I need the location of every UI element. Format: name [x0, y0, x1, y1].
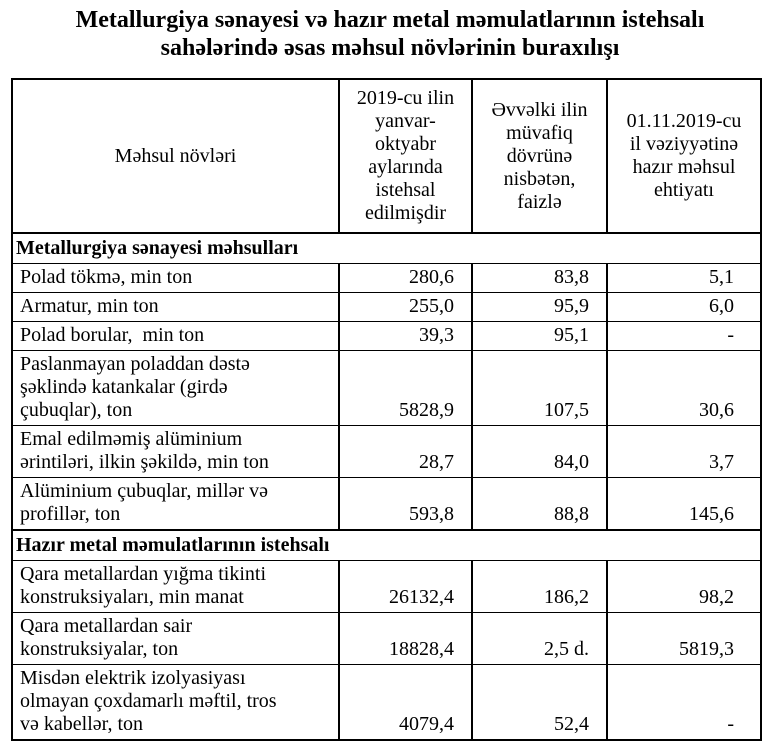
table-row: Polad tökmə, min ton 280,6 83,8 5,1 [11, 263, 762, 293]
product-label-cell: Polad borular, min ton [11, 321, 340, 351]
stock-value-cell: 145,6 [606, 477, 762, 531]
product-label-cell: Qara metallardan yığma tikinti konstruks… [11, 560, 340, 613]
section-title: Hazır metal məmulatlarının istehsalı [11, 529, 762, 561]
percent-value-cell: 88,8 [471, 477, 608, 531]
stock-value-cell: 98,2 [606, 560, 762, 613]
produced-value-cell: 18828,4 [338, 612, 473, 665]
product-label-cell: Misdən elektrik izolyasiyası olmayan çox… [11, 664, 340, 741]
stock-value-cell: 5819,3 [606, 612, 762, 665]
product-label-cell: Alüminium çubuqlar, millər və profillər,… [11, 477, 340, 531]
column-header-percent-change: Əvvəlki ilin müvafiq dövrünə nisbətən, f… [471, 78, 608, 234]
stock-value-cell: 5,1 [606, 263, 762, 293]
product-label-cell: Emal edilməmiş alüminium ərintiləri, ilk… [11, 425, 340, 478]
stock-value-cell: 6,0 [606, 292, 762, 322]
produced-value-cell: 593,8 [338, 477, 473, 531]
products-table: Məhsul növləri 2019-cu ilin yanvar- okty… [11, 78, 762, 741]
percent-value-cell: 52,4 [471, 664, 608, 741]
column-header-stock: 01.11.2019-cu il vəziyyətinə hazır məhsu… [606, 78, 762, 234]
product-label-cell: Polad tökmə, min ton [11, 263, 340, 293]
header-row: Məhsul növləri 2019-cu ilin yanvar- okty… [11, 78, 762, 234]
product-label-cell: Qara metallardan sair konstruksiyalar, t… [11, 612, 340, 665]
percent-value-cell: 95,9 [471, 292, 608, 322]
percent-value-cell: 84,0 [471, 425, 608, 478]
column-header-produced: 2019-cu ilin yanvar- oktyabr aylarında i… [338, 78, 473, 234]
column-header-product-types: Məhsul növləri [11, 78, 340, 234]
stock-value-cell: - [606, 321, 762, 351]
percent-value-cell: 83,8 [471, 263, 608, 293]
section-header-row: Metallurgiya sənayesi məhsulları [11, 232, 762, 264]
percent-value-cell: 107,5 [471, 350, 608, 426]
percent-value-cell: 186,2 [471, 560, 608, 613]
produced-value-cell: 255,0 [338, 292, 473, 322]
page-title: Metallurgiya sənayesi və hazır metal məm… [75, 7, 705, 61]
section-header-row: Hazır metal məmulatlarının istehsalı [11, 529, 762, 561]
stock-value-cell: 30,6 [606, 350, 762, 426]
table-row: Alüminium çubuqlar, millər və profillər,… [11, 477, 762, 531]
table-row: Emal edilməmiş alüminium ərintiləri, ilk… [11, 425, 762, 478]
table-row: Polad borular, min ton 39,3 95,1 - [11, 321, 762, 351]
table-row: Armatur, min ton 255,0 95,9 6,0 [11, 292, 762, 322]
percent-value-cell: 95,1 [471, 321, 608, 351]
stock-value-cell: - [606, 664, 762, 741]
produced-value-cell: 39,3 [338, 321, 473, 351]
stock-value-cell: 3,7 [606, 425, 762, 478]
table-row: Paslanmayan poladdan dəstə şəklində kata… [11, 350, 762, 426]
section-title: Metallurgiya sənayesi məhsulları [11, 232, 762, 264]
produced-value-cell: 280,6 [338, 263, 473, 293]
table-row: Qara metallardan sair konstruksiyalar, t… [11, 612, 762, 665]
percent-value-cell: 2,5 d. [471, 612, 608, 665]
produced-value-cell: 28,7 [338, 425, 473, 478]
table-row: Misdən elektrik izolyasiyası olmayan çox… [11, 664, 762, 741]
product-label-cell: Paslanmayan poladdan dəstə şəklində kata… [11, 350, 340, 426]
produced-value-cell: 26132,4 [338, 560, 473, 613]
product-label-cell: Armatur, min ton [11, 292, 340, 322]
table-row: Qara metallardan yığma tikinti konstruks… [11, 560, 762, 613]
produced-value-cell: 5828,9 [338, 350, 473, 426]
produced-value-cell: 4079,4 [338, 664, 473, 741]
